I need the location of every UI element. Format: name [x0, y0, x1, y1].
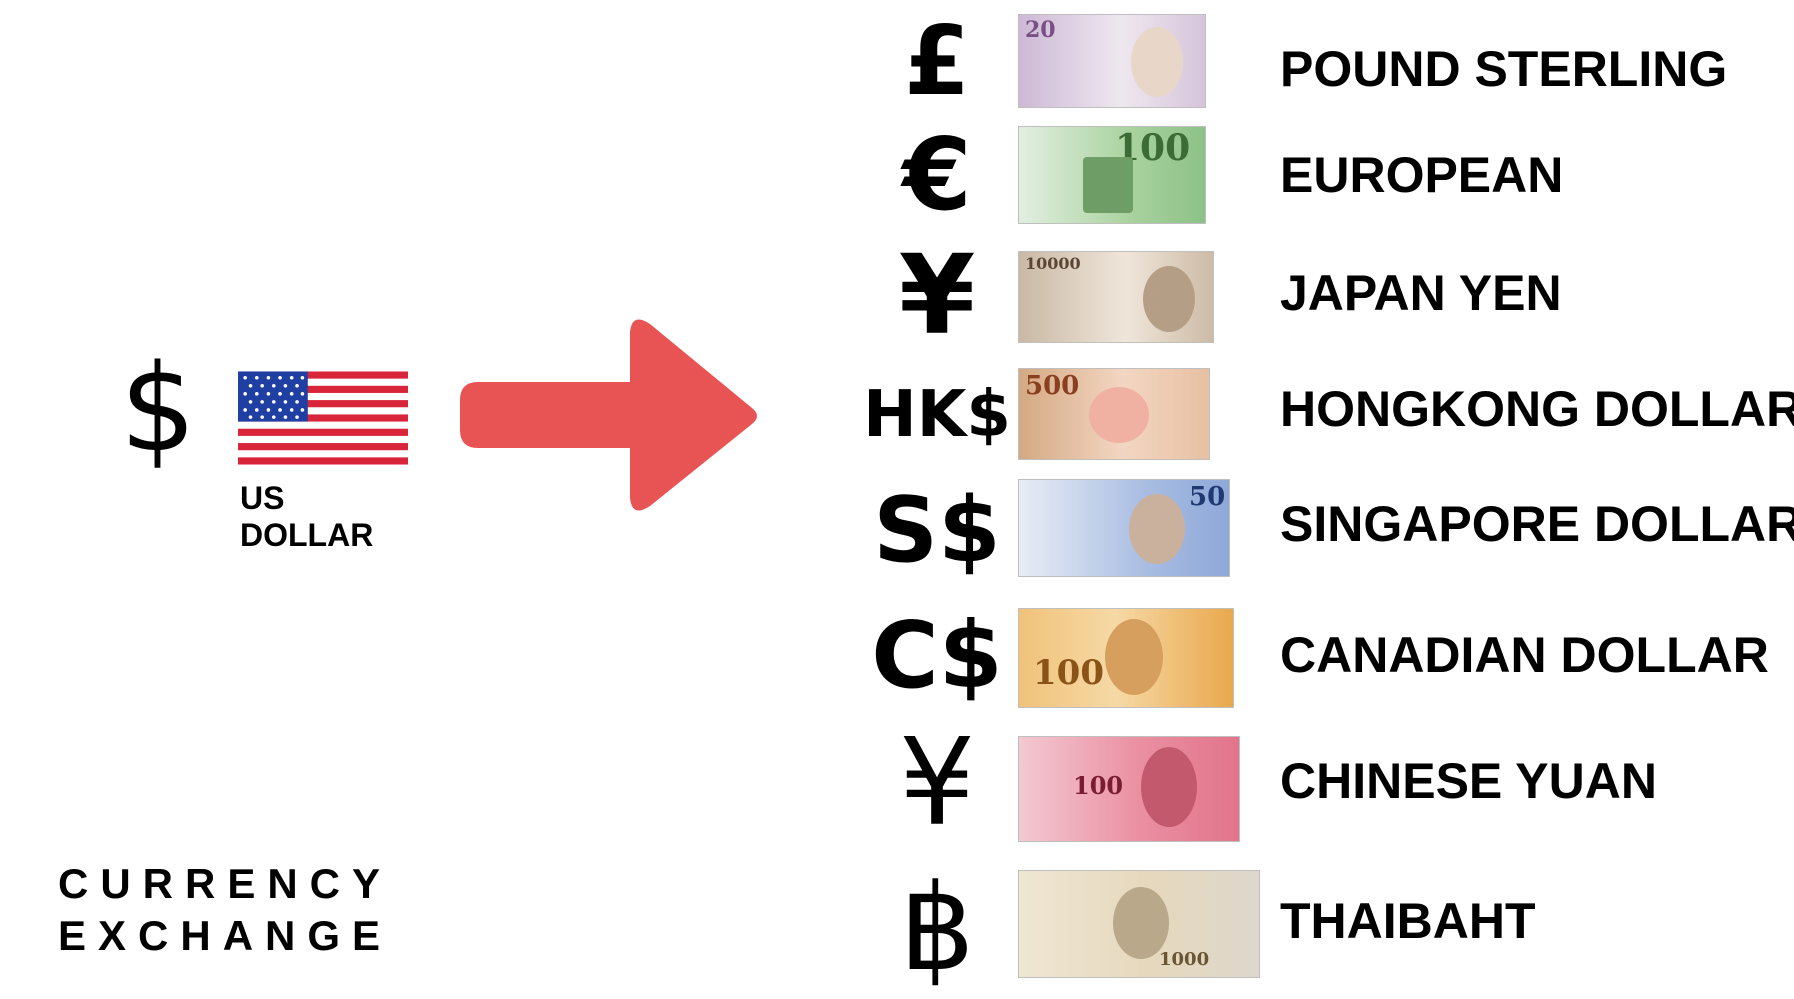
- banknote-denomination: 10000: [1025, 254, 1081, 273]
- currency-row-hongkong: HK$ 500 HONGKONG DOLLAR: [0, 360, 1794, 470]
- portrait-icon: [1129, 494, 1185, 564]
- portrait-icon: [1131, 27, 1183, 97]
- brand-line-2: EXCHANGE: [58, 912, 393, 959]
- currency-row-yuan: ¥ 100 CHINESE YUAN: [0, 722, 1794, 847]
- currency-row-canada: C$ 100 CANADIAN DOLLAR: [0, 600, 1794, 715]
- brand-line-1: CURRENCY: [58, 860, 393, 907]
- banknote-image: 10000: [1018, 251, 1214, 343]
- arrow-right-icon: [460, 319, 757, 511]
- flower-icon: [1089, 387, 1149, 443]
- currency-name: CHINESE YUAN: [1280, 753, 1657, 809]
- currency-name: EUROPEAN: [1280, 147, 1564, 203]
- banknote-denomination: 20: [1025, 17, 1056, 43]
- banknote-denomination: 500: [1025, 371, 1080, 401]
- currency-symbol: HK$: [863, 378, 1011, 452]
- banknote-denomination: 1000: [1159, 949, 1210, 970]
- currency-symbol: C$: [871, 602, 1003, 709]
- dollar-symbol: $: [119, 340, 197, 479]
- currency-row-pound: £ 20 POUND STERLING: [0, 10, 1794, 110]
- banknote-image: 20: [1018, 14, 1206, 108]
- banknote-denomination: 100: [1033, 653, 1104, 693]
- currency-symbol: S$: [873, 478, 1001, 583]
- banknote-image: 500: [1018, 368, 1210, 460]
- currency-name: CANADIAN DOLLAR: [1280, 627, 1769, 683]
- currency-name: THAIBAHT: [1280, 893, 1536, 949]
- currency-name: SINGAPORE DOLLAR: [1280, 496, 1794, 552]
- currency-symbol: ฿: [899, 859, 975, 997]
- currency-name: HONGKONG DOLLAR: [1280, 381, 1794, 437]
- currency-symbol: £: [903, 7, 971, 117]
- banknote-image: 100: [1018, 608, 1234, 708]
- us-flag-icon: [238, 371, 408, 465]
- portrait-icon: [1105, 619, 1163, 695]
- currency-symbol: ¥: [898, 714, 976, 853]
- banknote-image: 50: [1018, 479, 1230, 577]
- currency-name: JAPAN YEN: [1280, 265, 1562, 321]
- currency-name: POUND STERLING: [1280, 41, 1728, 97]
- us-dollar-label: US DOLLAR: [240, 480, 374, 553]
- currency-symbol: €: [902, 116, 972, 233]
- currency-row-baht: ฿ 1000 THAIBAHT: [0, 862, 1794, 992]
- banknote-image: 1000: [1018, 870, 1260, 978]
- archway-icon: [1083, 157, 1133, 213]
- brand-title: CURRENCY EXCHANGE: [58, 858, 392, 962]
- banknote-denomination: 100: [1073, 771, 1124, 800]
- currency-row-singapore: S$ 50 SINGAPORE DOLLAR: [0, 475, 1794, 585]
- currency-row-euro: € 100 EUROPEAN: [0, 120, 1794, 230]
- banknote-denomination: 50: [1189, 482, 1226, 512]
- portrait-icon: [1113, 887, 1169, 959]
- portrait-icon: [1141, 747, 1197, 827]
- portrait-icon: [1143, 266, 1195, 332]
- currency-row-yen: ¥ 10000 JAPAN YEN: [0, 240, 1794, 350]
- banknote-image: 100: [1018, 736, 1240, 842]
- currency-symbol: ¥: [898, 231, 976, 359]
- banknote-image: 100: [1018, 126, 1206, 224]
